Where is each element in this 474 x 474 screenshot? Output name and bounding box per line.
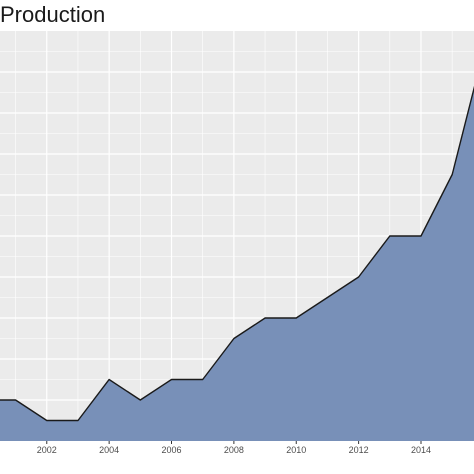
data-point-2015 <box>451 173 454 176</box>
data-point-2003 <box>76 419 79 422</box>
series-line <box>0 85 474 422</box>
x-tick-label-2014: 2014 <box>411 445 431 455</box>
data-point-2012 <box>357 276 360 279</box>
x-tick-label-2006: 2006 <box>161 445 181 455</box>
data-point-2014 <box>419 235 422 238</box>
data-point-2006 <box>170 378 173 381</box>
data-point-2002 <box>45 419 48 422</box>
x-tick-label-2012: 2012 <box>349 445 369 455</box>
data-point-2004 <box>108 378 111 381</box>
data-point-2013 <box>388 235 391 238</box>
area-fill <box>0 88 474 441</box>
x-axis: 2002 2004 2006 2008 2010 2012 2014 <box>37 441 431 455</box>
x-tick-label-2002: 2002 <box>37 445 57 455</box>
data-point-2011 <box>326 296 329 299</box>
chart-title: Production <box>0 2 106 27</box>
data-point-2005 <box>139 399 142 402</box>
data-point-2010 <box>295 317 298 320</box>
data-point-2009 <box>264 317 267 320</box>
x-tick-label-2010: 2010 <box>286 445 306 455</box>
data-point-2008 <box>232 337 235 340</box>
x-tick-label-2004: 2004 <box>99 445 119 455</box>
data-point-2007 <box>201 378 204 381</box>
data-point-2001 <box>14 399 17 402</box>
x-tick-label-2008: 2008 <box>224 445 244 455</box>
